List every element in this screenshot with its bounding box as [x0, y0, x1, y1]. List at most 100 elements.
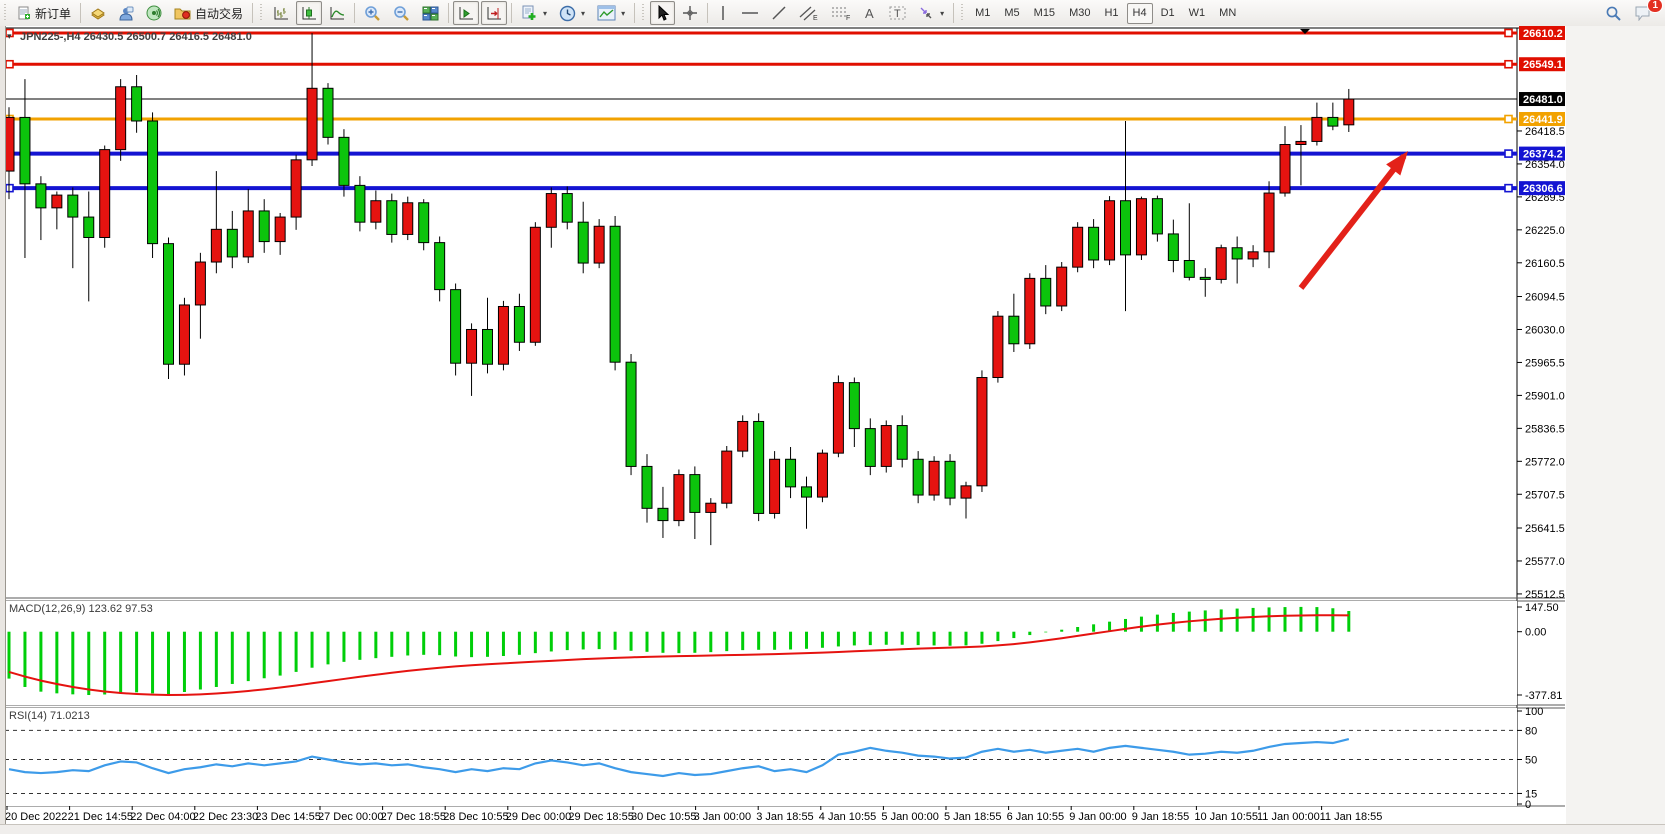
- x-tick-label[interactable]: 5 Jan 00:00: [881, 811, 939, 823]
- candle-body: [848, 382, 860, 430]
- candle-body: [354, 184, 366, 223]
- x-tick-label[interactable]: 10 Jan 10:55: [1194, 811, 1258, 823]
- price-badge-label: 26549.1: [1523, 59, 1563, 71]
- price-badge: [1519, 92, 1565, 107]
- rsi-indicator-label: RSI(14) 71.0213: [9, 710, 90, 722]
- candle-body: [513, 305, 525, 343]
- y-tick-label: 25707.5: [1525, 489, 1565, 501]
- x-tick-label[interactable]: 23 Dec 14:55: [255, 811, 320, 823]
- x-tick-label[interactable]: 4 Jan 10:55: [819, 811, 877, 823]
- separator: [953, 3, 955, 23]
- candle-body: [705, 502, 717, 513]
- line-handle[interactable]: [1504, 28, 1513, 38]
- x-tick-label[interactable]: 6 Jan 10:55: [1007, 811, 1065, 823]
- candle-body: [561, 193, 573, 223]
- main-panel[interactable]: [5, 28, 1565, 598]
- candle-body: [178, 304, 190, 365]
- trendline-button[interactable]: [766, 1, 792, 25]
- candle-body: [1295, 140, 1307, 146]
- symbol-dropdown-icon[interactable]: ▾: [7, 31, 12, 41]
- horizontal-line-button[interactable]: [736, 1, 764, 25]
- bar-chart-button[interactable]: [268, 1, 294, 25]
- autotrading-button[interactable]: 自动交易: [169, 1, 248, 25]
- fibonacci-button[interactable]: F: [826, 1, 856, 25]
- timeframe-m5[interactable]: M5: [1004, 7, 1020, 19]
- line-handle[interactable]: [1504, 183, 1513, 193]
- market-depth-button[interactable]: [85, 1, 111, 25]
- macd-panel[interactable]: [5, 601, 1517, 705]
- candle-body: [1343, 98, 1355, 126]
- price-badge: [1519, 57, 1565, 72]
- signals-button[interactable]: [141, 1, 167, 25]
- timeframe-mn[interactable]: MN: [1219, 7, 1237, 19]
- candle-body: [418, 202, 430, 244]
- text-label-button[interactable]: T: [884, 1, 911, 25]
- timeframe-d1[interactable]: D1: [1160, 7, 1175, 19]
- tile-windows-button[interactable]: [417, 1, 444, 25]
- x-tick-label[interactable]: 3 Jan 18:55: [756, 811, 814, 823]
- data-window-button[interactable]: [113, 1, 139, 25]
- chart-shift-button[interactable]: [481, 1, 508, 25]
- text-button[interactable]: A: [858, 1, 882, 25]
- new-order-button[interactable]: 新订单: [12, 1, 76, 25]
- line-handle[interactable]: [1504, 59, 1513, 69]
- timeframe-h1[interactable]: H1: [1104, 7, 1119, 19]
- x-tick-label[interactable]: 9 Jan 00:00: [1069, 811, 1127, 823]
- line-handle[interactable]: [1504, 114, 1513, 124]
- candlestick-chart-button[interactable]: [296, 1, 323, 25]
- cursor-button[interactable]: [650, 1, 676, 25]
- x-tick-label[interactable]: 21 Dec 14:55: [68, 811, 133, 823]
- x-tick-label[interactable]: 29 Dec 18:55: [568, 811, 633, 823]
- channel-button[interactable]: E: [794, 1, 824, 25]
- arrows-button[interactable]: ▾: [913, 1, 949, 25]
- y-tick-label: 26030.0: [1525, 324, 1565, 336]
- indicators-button[interactable]: ▾: [592, 1, 630, 25]
- x-tick-label[interactable]: 27 Dec 00:00: [318, 811, 383, 823]
- vertical-line-button[interactable]: [712, 1, 734, 25]
- candle-body: [402, 202, 414, 235]
- trend-arrow[interactable]: [1298, 154, 1407, 290]
- x-tick-label[interactable]: 3 Jan 00:00: [694, 811, 752, 823]
- y-tick-label: 26354.0: [1525, 159, 1565, 171]
- timeframe-m30[interactable]: M30: [1069, 7, 1091, 19]
- auto-scroll-button[interactable]: [453, 1, 480, 25]
- x-tick-label[interactable]: 9 Jan 18:55: [1132, 811, 1190, 823]
- timeframe-w1[interactable]: W1: [1188, 7, 1206, 19]
- x-tick-label[interactable]: 22 Dec 04:00: [130, 811, 195, 823]
- line-handle[interactable]: [1504, 149, 1513, 158]
- timeframe-h4[interactable]: H4: [1126, 2, 1153, 24]
- x-tick-label[interactable]: 5 Jan 18:55: [944, 811, 1002, 823]
- line-handle[interactable]: [5, 59, 14, 69]
- zoom-out-button[interactable]: [388, 1, 415, 25]
- timeframe-m1[interactable]: M1: [975, 7, 991, 19]
- periods-button[interactable]: ▾: [554, 1, 590, 25]
- x-tick-label[interactable]: 30 Dec 10:55: [631, 811, 696, 823]
- text-icon: A: [865, 6, 874, 21]
- x-tick-label[interactable]: 22 Dec 23:30: [193, 811, 258, 823]
- scroll-end-marker[interactable]: [1300, 29, 1310, 34]
- x-tick-label[interactable]: 11 Jan 18:55: [1320, 811, 1383, 823]
- chart-canvas[interactable]: 26418.526354.026289.526225.026160.526094…: [0, 26, 1665, 833]
- timeframe-m15[interactable]: M15: [1033, 7, 1056, 19]
- x-tick-label[interactable]: 29 Dec 00:00: [506, 811, 571, 823]
- x-tick-label[interactable]: 28 Dec 10:55: [443, 811, 508, 823]
- templates-button[interactable]: ▾: [516, 1, 552, 25]
- line-chart-button[interactable]: [324, 1, 350, 25]
- trend-arrow-head[interactable]: [1386, 151, 1408, 176]
- candle-body: [928, 460, 940, 496]
- line-chart-icon: [330, 6, 345, 19]
- zoom-in-button[interactable]: [359, 1, 386, 25]
- line-handle[interactable]: [5, 28, 14, 38]
- chat-button[interactable]: 1: [1629, 0, 1663, 25]
- svg-text:A: A: [865, 6, 874, 21]
- separator: [354, 3, 356, 23]
- crosshair-button[interactable]: [677, 1, 703, 25]
- price-badge-label: 26374.2: [1523, 149, 1563, 161]
- candle-body: [609, 225, 621, 363]
- rsi-panel[interactable]: [5, 708, 1517, 806]
- x-tick-label[interactable]: 11 Jan 00:00: [1257, 811, 1320, 823]
- rsi-tick-label: 80: [1525, 725, 1537, 737]
- search-button[interactable]: [1600, 1, 1627, 25]
- x-tick-label[interactable]: 27 Dec 18:55: [381, 811, 446, 823]
- x-tick-label[interactable]: 20 Dec 2022: [5, 811, 67, 823]
